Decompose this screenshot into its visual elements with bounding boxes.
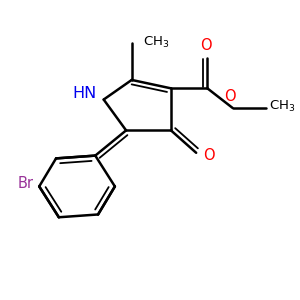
Text: CH$_3$: CH$_3$ xyxy=(143,34,169,50)
Text: O: O xyxy=(200,38,212,53)
Text: CH$_3$: CH$_3$ xyxy=(269,99,296,114)
Text: O: O xyxy=(203,148,215,163)
Text: HN: HN xyxy=(72,86,97,101)
Text: O: O xyxy=(224,89,236,104)
Text: Br: Br xyxy=(18,176,34,191)
